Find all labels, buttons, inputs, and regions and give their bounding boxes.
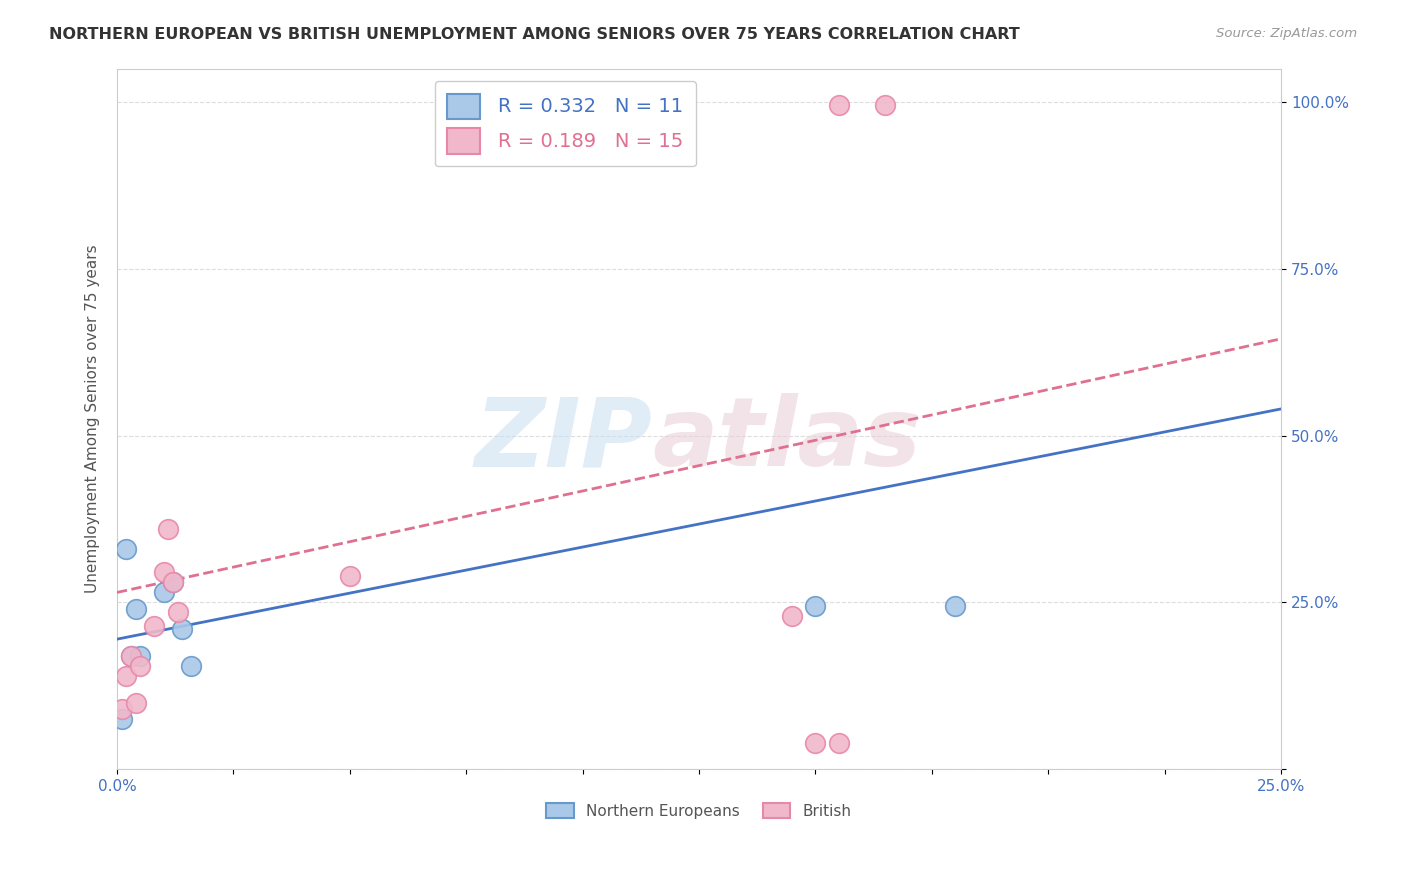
Point xyxy=(111,702,134,716)
Point xyxy=(162,575,184,590)
Point xyxy=(129,648,152,663)
Point xyxy=(339,568,361,582)
Point xyxy=(828,736,851,750)
Point xyxy=(943,599,966,613)
Text: ZIP: ZIP xyxy=(475,393,652,486)
Point xyxy=(152,585,174,599)
Point xyxy=(166,606,188,620)
Text: atlas: atlas xyxy=(652,393,921,486)
Text: NORTHERN EUROPEAN VS BRITISH UNEMPLOYMENT AMONG SENIORS OVER 75 YEARS CORRELATIO: NORTHERN EUROPEAN VS BRITISH UNEMPLOYMEN… xyxy=(49,27,1019,42)
Point xyxy=(111,712,134,726)
Y-axis label: Unemployment Among Seniors over 75 years: Unemployment Among Seniors over 75 years xyxy=(86,244,100,593)
Point xyxy=(875,98,897,112)
Point xyxy=(162,575,184,590)
Point xyxy=(120,648,142,663)
Point xyxy=(124,602,146,616)
Point xyxy=(115,669,138,683)
Text: Source: ZipAtlas.com: Source: ZipAtlas.com xyxy=(1216,27,1357,40)
Legend: Northern Europeans, British: Northern Europeans, British xyxy=(540,797,858,825)
Point xyxy=(180,658,202,673)
Point xyxy=(804,736,827,750)
Point xyxy=(157,522,180,536)
Point xyxy=(152,566,174,580)
Point xyxy=(129,658,152,673)
Point xyxy=(120,648,142,663)
Point xyxy=(124,696,146,710)
Point xyxy=(143,619,166,633)
Point xyxy=(828,98,851,112)
Point xyxy=(115,542,138,557)
Point xyxy=(172,622,194,636)
Point xyxy=(804,599,827,613)
Point xyxy=(780,608,803,623)
